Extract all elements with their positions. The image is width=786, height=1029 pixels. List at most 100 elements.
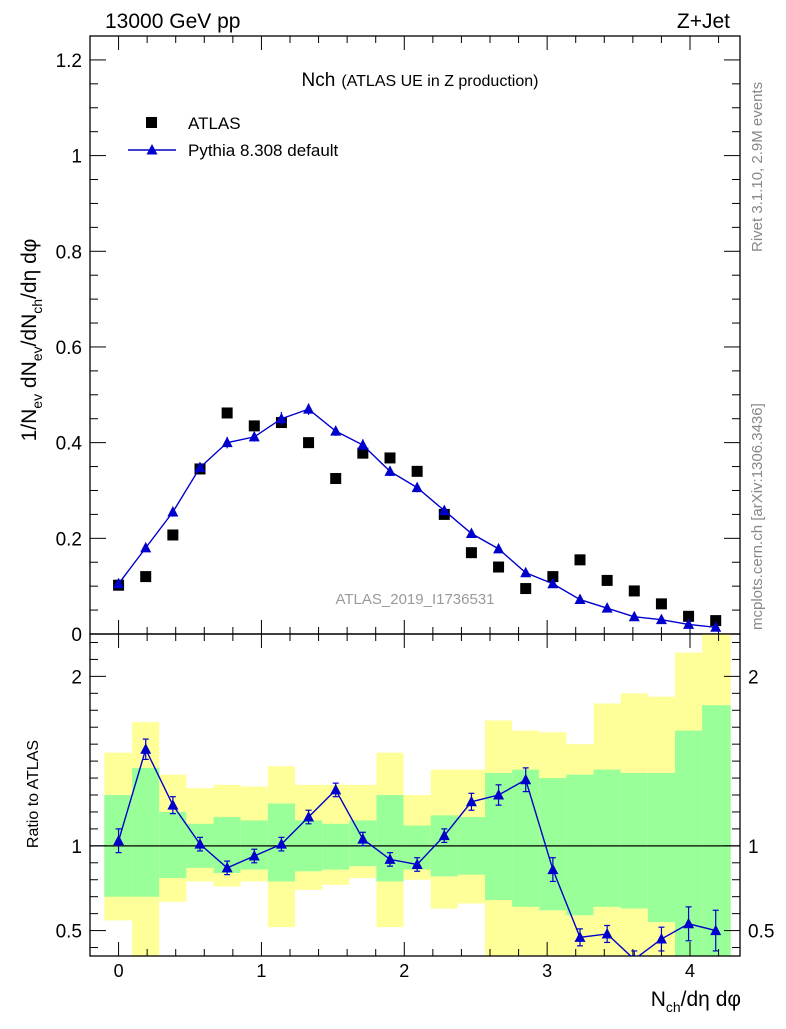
rivet-label: Rivet 3.1.10, 2.9M events — [749, 82, 766, 252]
atlas-point — [248, 420, 260, 432]
pythia-point — [194, 461, 206, 473]
ratio-pythia-point — [683, 917, 695, 929]
ratio-y-axis-label: Ratio to ATLAS — [25, 740, 42, 848]
pythia-point — [330, 425, 342, 436]
ratio-band-inner — [132, 767, 160, 897]
pythia-point — [683, 618, 695, 629]
ratio-band-inner — [376, 795, 404, 882]
main-y-tick-label: 0.6 — [56, 338, 82, 359]
ratio-pythia-point — [167, 799, 179, 810]
x-tick-label: 4 — [685, 961, 695, 981]
ratio-point-group — [194, 836, 206, 852]
ratio-band-inner — [159, 811, 187, 879]
atlas-point — [574, 554, 586, 566]
ratio-pythia-point — [140, 743, 152, 754]
x-tick-label: 3 — [542, 961, 552, 981]
pythia-point — [438, 504, 450, 516]
ratio-band-inner — [647, 772, 675, 923]
ratio-y-tick-label-right: 1 — [748, 837, 759, 858]
main-y-tick-label: 0 — [71, 625, 82, 646]
legend-pythia-marker — [146, 144, 158, 155]
ratio-pythia-point — [547, 863, 559, 875]
atlas-point — [221, 407, 233, 419]
ratio-pythia-point — [194, 838, 206, 849]
ratio-band-inner — [702, 705, 731, 956]
ratio-point-group — [113, 828, 125, 854]
ratio-point-group — [357, 831, 369, 847]
pythia-point — [167, 506, 179, 517]
ratio-point-group — [438, 828, 450, 844]
ratio-point-group — [547, 857, 559, 883]
main-y-tick-label: 0.2 — [56, 529, 82, 550]
atlas-point — [465, 547, 477, 559]
pythia-point — [113, 577, 125, 589]
ratio-y-tick-label: 1 — [71, 837, 82, 858]
ratio-point-group — [655, 926, 667, 952]
ratio-pythia-point — [303, 811, 315, 822]
ratio-band-inner — [539, 778, 567, 911]
atlas-point — [167, 529, 179, 541]
atlas-point — [303, 437, 315, 449]
ratio-pythia-point — [330, 783, 342, 795]
ratio-point-group — [574, 928, 586, 947]
atlas-point — [357, 447, 369, 459]
pythia-point — [384, 465, 396, 476]
pythia-point — [221, 436, 233, 448]
x-tick-label: 1 — [256, 961, 266, 981]
pythia-point — [140, 541, 152, 553]
ratio-pythia-point — [221, 861, 233, 873]
pythia-point — [547, 577, 559, 589]
atlas-point — [547, 571, 559, 583]
legend-atlas-marker — [146, 117, 157, 128]
ratio-band-inner — [322, 823, 350, 870]
ratio-point-group — [710, 909, 722, 952]
pythia-point — [601, 602, 613, 613]
pythia-point — [655, 613, 667, 625]
atlas-point — [330, 473, 342, 485]
ratio-point-group — [631, 950, 638, 956]
plot-title: Nch (ATLAS UE in Z production) — [302, 70, 539, 91]
ratio-point-group — [248, 848, 260, 864]
ratio-pythia-point — [275, 838, 287, 849]
pythia-point — [628, 610, 640, 622]
ratio-y-tick-label: 0.5 — [56, 922, 82, 943]
ratio-band-inner — [566, 774, 594, 916]
ratio-pythia-point — [655, 933, 667, 944]
ratio-pythia-point — [384, 853, 396, 864]
main-y-tick-label: 1.2 — [56, 51, 82, 72]
ratio-pythia-point — [357, 833, 369, 844]
ratio-pythia-point — [438, 829, 450, 841]
ratio-point-group — [465, 792, 477, 811]
ratio-point-group — [520, 767, 532, 793]
pythia-point — [465, 527, 477, 539]
ratio-point-group — [275, 836, 287, 852]
atlas-point — [683, 610, 695, 622]
ratio-pythia-point — [574, 931, 586, 942]
main-panel: 0 0.2 0.4 0.6 0.8 1 1.2 — [56, 35, 741, 646]
mcplots-label: mcplots.cern.ch [arXiv:1306.3436] — [749, 403, 766, 630]
ratio-y-tick-label-right: 2 — [748, 667, 759, 688]
atlas-point — [655, 598, 667, 610]
atlas-point — [520, 583, 532, 595]
x-tick-label: 0 — [114, 961, 124, 981]
main-y-tick-label: 0.8 — [56, 242, 82, 263]
ratio-point-group — [384, 852, 396, 867]
ratio-y-tick-label: 2 — [71, 667, 82, 688]
ratio-point-group — [167, 796, 179, 815]
energy-label: 13000 GeV pp — [105, 10, 240, 33]
ratio-point-group — [140, 738, 152, 761]
atlas-point — [601, 574, 613, 586]
main-y-axis-label: 1/Nev dNev/dNch/dη dφ — [18, 239, 45, 442]
ratio-pythia-point — [493, 789, 505, 800]
ratio-pythia-point — [113, 834, 125, 846]
legend-atlas-label: ATLAS — [188, 114, 241, 133]
pythia-point — [493, 542, 505, 554]
ratio-pythia-point — [411, 858, 423, 869]
pythia-point — [357, 439, 369, 450]
ratio-point-group — [330, 782, 342, 798]
ratio-pythia-point — [465, 795, 477, 807]
atlas-point — [411, 465, 423, 477]
main-y-tick-label: 0.4 — [56, 434, 83, 455]
